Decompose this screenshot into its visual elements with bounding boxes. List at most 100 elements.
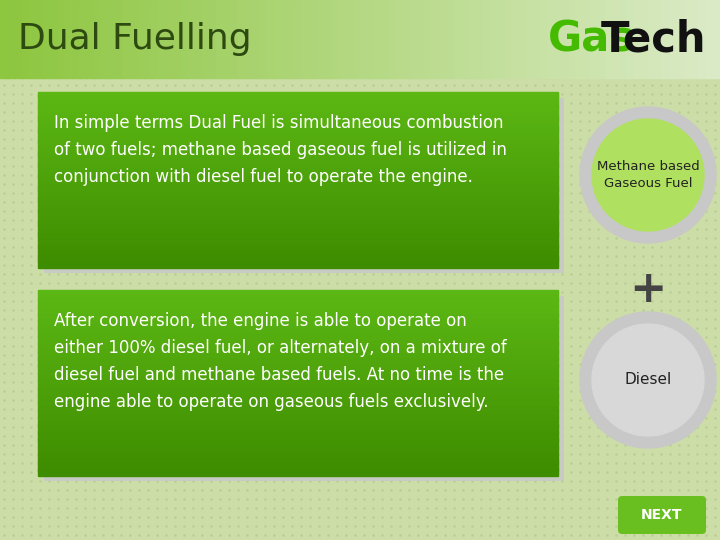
Bar	[38, 385, 558, 388]
Bar	[38, 252, 558, 254]
Bar	[38, 452, 558, 455]
Bar	[38, 199, 558, 202]
Bar	[22, 0, 30, 78]
Bar	[115, 0, 123, 78]
Bar	[38, 232, 558, 235]
Bar	[38, 110, 558, 112]
Bar	[38, 360, 558, 362]
Bar	[554, 0, 562, 78]
Text: Dual Fuelling: Dual Fuelling	[18, 22, 251, 56]
Bar	[38, 153, 558, 156]
Bar	[38, 459, 558, 462]
Bar	[65, 0, 73, 78]
Bar	[38, 171, 558, 173]
Bar	[338, 0, 346, 78]
Bar	[38, 223, 558, 226]
Bar	[38, 206, 558, 208]
Bar	[461, 0, 469, 78]
Bar	[324, 0, 332, 78]
Bar	[38, 123, 558, 125]
Bar	[101, 0, 109, 78]
Bar	[38, 334, 558, 337]
Bar	[38, 382, 558, 386]
Bar	[38, 327, 558, 330]
Bar	[274, 0, 282, 78]
Bar	[353, 0, 361, 78]
Bar	[238, 0, 246, 78]
Bar	[38, 357, 558, 360]
Bar	[108, 0, 116, 78]
Bar	[38, 447, 558, 450]
Bar	[38, 336, 558, 339]
Bar	[547, 0, 555, 78]
Bar	[38, 219, 558, 221]
Bar	[38, 151, 558, 154]
Bar	[38, 239, 558, 241]
Bar	[38, 230, 558, 233]
Bar	[446, 0, 454, 78]
Bar	[38, 427, 558, 429]
Bar	[38, 101, 558, 104]
Bar	[266, 0, 274, 78]
Bar	[38, 262, 558, 265]
Bar	[38, 420, 558, 422]
Bar	[38, 96, 558, 99]
Bar	[38, 173, 558, 176]
Bar	[38, 369, 558, 372]
Bar	[94, 0, 102, 78]
Bar	[259, 0, 267, 78]
Bar	[252, 0, 260, 78]
Bar	[38, 140, 558, 143]
Bar	[410, 0, 418, 78]
Bar	[38, 105, 558, 108]
Text: Methane based
Gaseous Fuel: Methane based Gaseous Fuel	[597, 160, 699, 190]
Circle shape	[580, 312, 716, 448]
Bar	[38, 210, 558, 213]
Bar	[38, 378, 558, 381]
Bar	[38, 415, 558, 417]
Bar	[38, 260, 558, 263]
Bar	[86, 0, 94, 78]
Bar	[38, 175, 558, 178]
Bar	[504, 0, 512, 78]
Bar	[38, 299, 558, 302]
Bar	[374, 0, 382, 78]
Bar	[122, 0, 130, 78]
Bar	[648, 0, 656, 78]
FancyBboxPatch shape	[44, 98, 564, 273]
Bar	[360, 0, 368, 78]
Bar	[38, 114, 558, 117]
Bar	[158, 0, 166, 78]
Bar	[655, 0, 663, 78]
Bar	[367, 0, 375, 78]
Bar	[38, 348, 558, 350]
Bar	[130, 0, 138, 78]
Bar	[382, 0, 390, 78]
Bar	[38, 371, 558, 374]
Bar	[38, 158, 558, 160]
FancyBboxPatch shape	[618, 496, 706, 534]
Bar	[38, 120, 558, 123]
Bar	[497, 0, 505, 78]
Bar	[302, 0, 310, 78]
Bar	[38, 443, 558, 445]
Bar	[38, 329, 558, 332]
Bar	[38, 463, 558, 466]
FancyBboxPatch shape	[44, 296, 564, 481]
Bar	[38, 468, 558, 471]
Bar	[562, 0, 570, 78]
Bar	[38, 320, 558, 323]
Bar	[38, 355, 558, 357]
Bar	[38, 339, 558, 341]
Bar	[418, 0, 426, 78]
Bar	[38, 410, 558, 413]
Bar	[223, 0, 231, 78]
Bar	[38, 162, 558, 165]
Bar	[151, 0, 159, 78]
Bar	[38, 221, 558, 224]
Bar	[38, 254, 558, 256]
Bar	[38, 401, 558, 404]
Bar	[38, 454, 558, 457]
Bar	[38, 445, 558, 448]
Bar	[7, 0, 15, 78]
